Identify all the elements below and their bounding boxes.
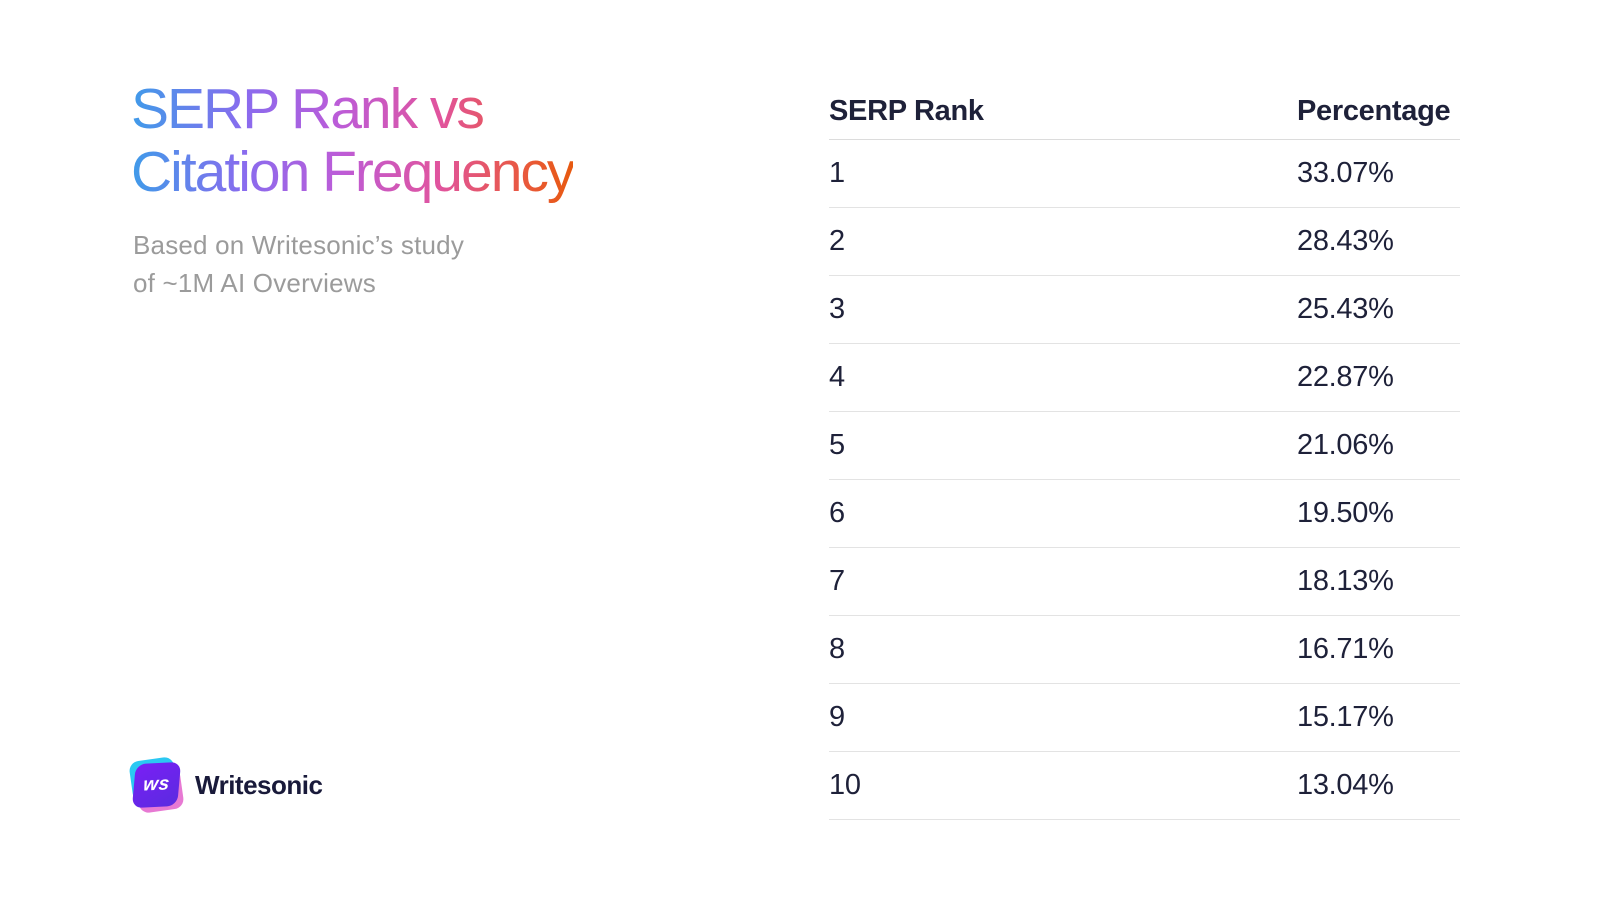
rank-cell: 1 <box>829 157 845 189</box>
brand-logo: ws Writesonic <box>128 756 323 814</box>
page-subtitle-line2: of ~1M AI Overviews <box>133 268 376 298</box>
rank-cell: 6 <box>829 497 845 529</box>
column-header-serp-rank: SERP Rank <box>829 95 984 127</box>
page-subtitle: Based on Writesonic’s study of ~1M AI Ov… <box>133 226 464 302</box>
percentage-cell: 33.07% <box>1297 157 1394 189</box>
percentage-cell: 16.71% <box>1297 633 1394 665</box>
table-row: 6 19.50% <box>829 480 1460 548</box>
rank-cell: 9 <box>829 701 845 733</box>
percentage-cell: 25.43% <box>1297 293 1394 325</box>
table-row: 10 13.04% <box>829 752 1460 820</box>
percentage-cell: 21.06% <box>1297 429 1394 461</box>
rank-cell: 7 <box>829 565 845 597</box>
rank-cell: 8 <box>829 633 845 665</box>
percentage-cell: 19.50% <box>1297 497 1394 529</box>
writesonic-logo-icon: ws <box>128 756 185 814</box>
table-header-row: SERP Rank Percentage <box>829 84 1460 140</box>
page-subtitle-line1: Based on Writesonic’s study <box>133 230 465 260</box>
page-title-line1: SERP Rank vs <box>131 77 483 141</box>
percentage-cell: 22.87% <box>1297 361 1394 393</box>
rank-cell: 3 <box>829 293 845 325</box>
logo-purple-layer: ws <box>131 761 182 809</box>
table-row: 2 28.43% <box>829 208 1460 276</box>
percentage-cell: 18.13% <box>1297 565 1394 597</box>
serp-rank-table: SERP Rank Percentage 1 33.07% 2 28.43% 3… <box>829 84 1460 820</box>
brand-name: Writesonic <box>195 769 323 800</box>
logo-ws-monogram: ws <box>142 773 171 796</box>
rank-cell: 10 <box>829 769 861 801</box>
table-row: 4 22.87% <box>829 344 1460 412</box>
rank-cell: 4 <box>829 361 845 393</box>
page-title-line2: Citation Frequency <box>131 140 574 204</box>
table-row: 9 15.17% <box>829 684 1460 752</box>
table-row: 3 25.43% <box>829 276 1460 344</box>
table-row: 1 33.07% <box>829 140 1460 208</box>
percentage-cell: 15.17% <box>1297 701 1394 733</box>
percentage-cell: 13.04% <box>1297 769 1394 801</box>
percentage-cell: 28.43% <box>1297 225 1394 257</box>
rank-cell: 2 <box>829 225 845 257</box>
page-title: SERP Rank vs Citation Frequency <box>131 78 573 204</box>
table-row: 7 18.13% <box>829 548 1460 616</box>
column-header-percentage: Percentage <box>1297 95 1451 127</box>
table-row: 8 16.71% <box>829 616 1460 684</box>
rank-cell: 5 <box>829 429 845 461</box>
table-row: 5 21.06% <box>829 412 1460 480</box>
